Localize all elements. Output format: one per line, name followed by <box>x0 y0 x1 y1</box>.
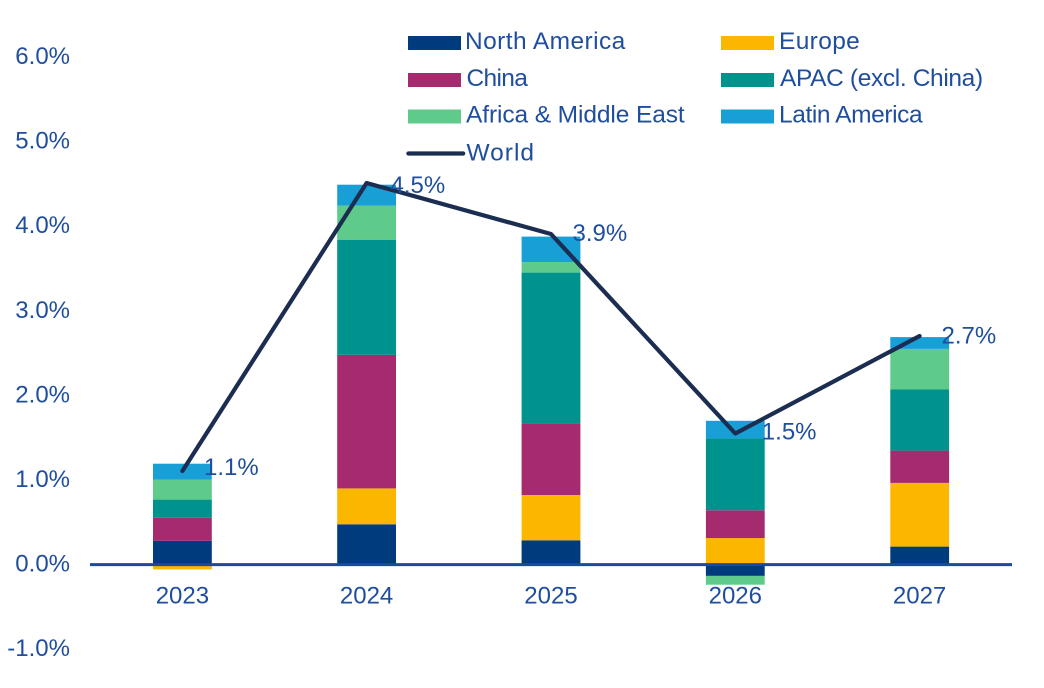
svg-text:2025: 2025 <box>524 583 577 610</box>
svg-text:1.5%: 1.5% <box>762 419 817 446</box>
svg-text:5.0%: 5.0% <box>15 128 70 155</box>
svg-text:World: World <box>467 140 536 167</box>
svg-text:2023: 2023 <box>156 583 209 610</box>
svg-text:North America: North America <box>465 28 626 55</box>
svg-text:3.9%: 3.9% <box>573 220 628 247</box>
svg-text:Africa & Middle East: Africa & Middle East <box>466 102 685 129</box>
svg-text:-1.0%: -1.0% <box>7 635 70 662</box>
svg-text:1.1%: 1.1% <box>204 454 259 481</box>
svg-text:3.0%: 3.0% <box>15 297 70 324</box>
svg-text:2024: 2024 <box>340 583 393 610</box>
svg-text:1.0%: 1.0% <box>15 466 70 493</box>
svg-text:China: China <box>467 65 529 92</box>
svg-text:Latin America: Latin America <box>779 102 923 129</box>
svg-text:Europe: Europe <box>779 28 860 55</box>
svg-text:4.0%: 4.0% <box>15 212 70 239</box>
svg-text:2.7%: 2.7% <box>942 323 997 350</box>
svg-text:6.0%: 6.0% <box>15 43 70 70</box>
svg-text:0.0%: 0.0% <box>15 551 70 578</box>
svg-text:APAC (excl. China): APAC (excl. China) <box>780 65 983 92</box>
svg-text:2026: 2026 <box>709 583 762 610</box>
svg-text:4.5%: 4.5% <box>391 172 446 199</box>
svg-text:2.0%: 2.0% <box>15 381 70 408</box>
svg-text:2027: 2027 <box>893 583 946 610</box>
